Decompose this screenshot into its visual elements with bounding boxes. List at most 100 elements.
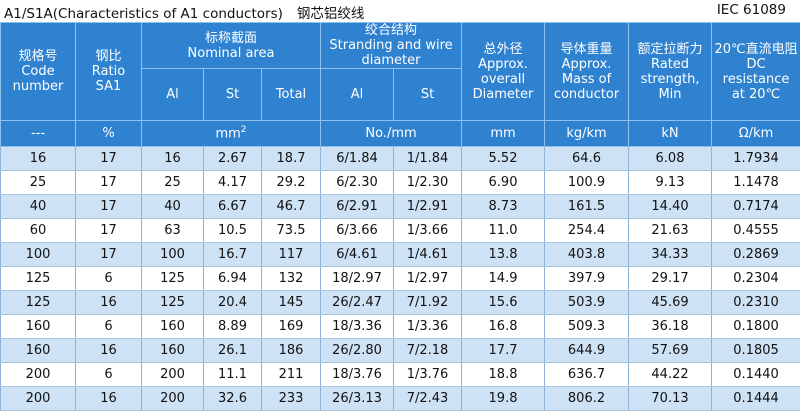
cell-code: 160 [1,315,76,339]
cell-ratio: 6 [76,267,142,291]
cell-area-total: 29.2 [262,171,321,195]
cell-ratio: 16 [76,339,142,363]
cell-area-st: 11.1 [204,363,262,387]
cell-area-total: 211 [262,363,321,387]
cell-strand-st: 7/2.43 [394,387,462,411]
unit-area: mm2 [142,121,321,147]
cell-area-st: 4.17 [204,171,262,195]
cell-area-total: 46.7 [262,195,321,219]
cell-area-al: 125 [142,291,204,315]
cell-strength: 70.13 [629,387,712,411]
cell-code: 125 [1,267,76,291]
table-title: A1/S1A(Characteristics of A1 conductors)… [4,2,364,22]
cell-area-total: 145 [262,291,321,315]
cell-area-al: 25 [142,171,204,195]
cell-area-al: 160 [142,339,204,363]
cell-strand-st: 1/3.76 [394,363,462,387]
unit-code: --- [1,121,76,147]
cell-resistance: 0.2304 [712,267,800,291]
cell-mass: 636.7 [545,363,629,387]
col-strand-st: St [394,69,462,121]
cell-area-total: 132 [262,267,321,291]
cell-area-st: 10.5 [204,219,262,243]
cell-area-st: 20.4 [204,291,262,315]
cell-diameter: 14.9 [462,267,545,291]
cell-strand-al: 6/2.91 [321,195,394,219]
cell-mass: 806.2 [545,387,629,411]
cell-code: 200 [1,387,76,411]
cell-diameter: 18.8 [462,363,545,387]
cell-strand-al: 26/2.47 [321,291,394,315]
cell-resistance: 0.7174 [712,195,800,219]
cell-area-total: 117 [262,243,321,267]
col-area-al: Al [142,69,204,121]
cell-strand-al: 18/3.36 [321,315,394,339]
unit-diameter: mm [462,121,545,147]
cell-strand-st: 1/1.84 [394,147,462,171]
title-bar: A1/S1A(Characteristics of A1 conductors)… [0,0,800,22]
cell-resistance: 0.1440 [712,363,800,387]
cell-area-al: 160 [142,315,204,339]
cell-strand-al: 6/2.30 [321,171,394,195]
cell-ratio: 17 [76,219,142,243]
cell-ratio: 6 [76,363,142,387]
cell-area-al: 63 [142,219,204,243]
cell-resistance: 0.1444 [712,387,800,411]
cell-code: 160 [1,339,76,363]
cell-ratio: 17 [76,171,142,195]
cell-mass: 64.6 [545,147,629,171]
cell-diameter: 19.8 [462,387,545,411]
cell-mass: 161.5 [545,195,629,219]
cell-ratio: 16 [76,387,142,411]
cell-diameter: 5.52 [462,147,545,171]
cell-strand-st: 1/2.97 [394,267,462,291]
col-area-st: St [204,69,262,121]
cell-mass: 503.9 [545,291,629,315]
cell-area-al: 100 [142,243,204,267]
cell-strand-st: 1/4.61 [394,243,462,267]
cell-strength: 36.18 [629,315,712,339]
cell-resistance: 0.2869 [712,243,800,267]
cell-strength: 21.63 [629,219,712,243]
cell-ratio: 17 [76,147,142,171]
cell-resistance: 0.4555 [712,219,800,243]
cell-area-st: 16.7 [204,243,262,267]
cell-area-st: 6.67 [204,195,262,219]
standard-label: IEC 61089 [717,2,786,18]
cell-strength: 34.33 [629,243,712,267]
cell-mass: 100.9 [545,171,629,195]
cell-code: 100 [1,243,76,267]
cell-mass: 644.9 [545,339,629,363]
cell-mass: 509.3 [545,315,629,339]
cell-strength: 14.40 [629,195,712,219]
cell-strand-al: 26/3.13 [321,387,394,411]
cell-area-al: 40 [142,195,204,219]
cell-area-total: 169 [262,315,321,339]
cell-diameter: 13.8 [462,243,545,267]
title-english: A1/S1A(Characteristics of A1 conductors) [4,6,283,22]
cell-resistance: 1.1478 [712,171,800,195]
unit-strand: No./mm [321,121,462,147]
cell-strength: 57.69 [629,339,712,363]
cell-mass: 397.9 [545,267,629,291]
unit-strength: kN [629,121,712,147]
cell-ratio: 17 [76,195,142,219]
cell-diameter: 11.0 [462,219,545,243]
cell-area-total: 73.5 [262,219,321,243]
cell-area-st: 26.1 [204,339,262,363]
cell-strength: 45.69 [629,291,712,315]
cell-code: 200 [1,363,76,387]
cell-strength: 9.13 [629,171,712,195]
cell-diameter: 8.73 [462,195,545,219]
